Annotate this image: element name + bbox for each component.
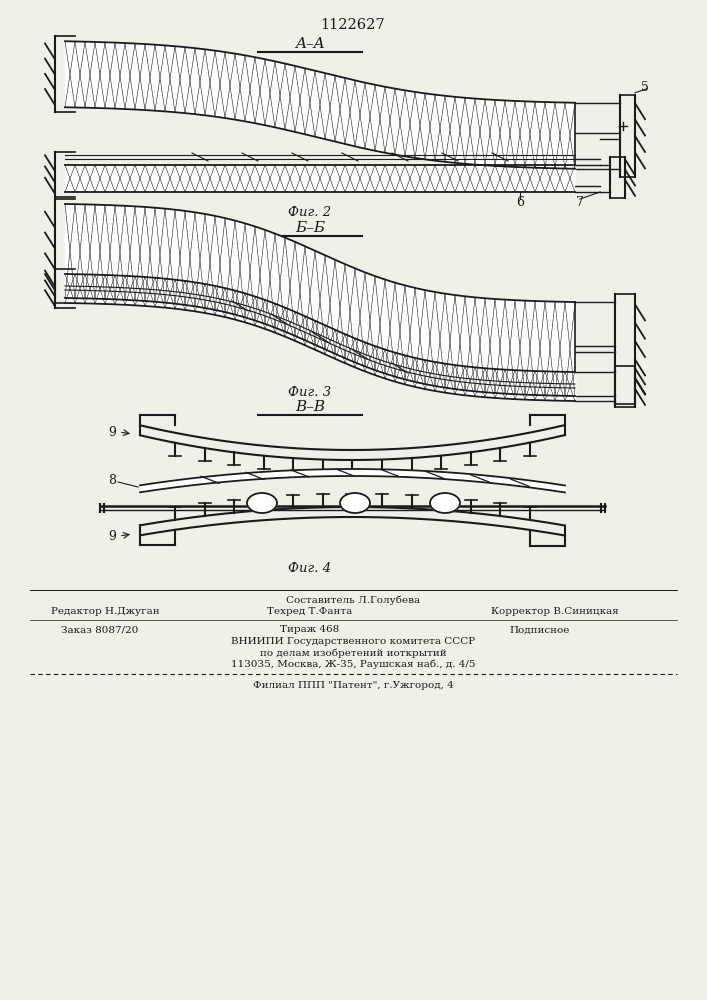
Text: 7: 7 — [576, 196, 584, 209]
Text: Филиал ППП "Патент", г.Ужгород, 4: Филиал ППП "Патент", г.Ужгород, 4 — [252, 682, 453, 690]
Text: Подписное: Подписное — [510, 626, 570, 635]
Text: A–A: A–A — [296, 37, 325, 51]
Text: ВНИИПИ Государственного комитета СССР: ВНИИПИ Государственного комитета СССР — [231, 638, 475, 647]
Text: Фиг. 4: Фиг. 4 — [288, 562, 332, 574]
Text: по делам изобретений иоткрытий: по делам изобретений иоткрытий — [259, 648, 446, 658]
Text: Корректор В.Синицкая: Корректор В.Синицкая — [491, 607, 619, 616]
Ellipse shape — [340, 493, 370, 513]
Text: 9: 9 — [108, 530, 116, 542]
Text: Тираж 468: Тираж 468 — [281, 626, 339, 635]
Text: Редактор Н.Джуган: Редактор Н.Джуган — [51, 607, 159, 616]
Text: 9: 9 — [108, 426, 116, 438]
Text: Фиг. 3: Фиг. 3 — [288, 385, 332, 398]
Text: 5: 5 — [641, 81, 649, 94]
Text: 1122627: 1122627 — [321, 18, 385, 32]
Ellipse shape — [430, 493, 460, 513]
Text: Техред Т.Фанта: Техред Т.Фанта — [267, 607, 353, 616]
Ellipse shape — [247, 493, 277, 513]
Text: В–В: В–В — [295, 400, 325, 414]
Text: 113035, Москва, Ж-35, Раушская наб., д. 4/5: 113035, Москва, Ж-35, Раушская наб., д. … — [230, 659, 475, 669]
Text: Фиг. 2: Фиг. 2 — [288, 206, 332, 219]
Text: Б–Б: Б–Б — [295, 221, 325, 235]
Text: Составитель Л.Голубева: Составитель Л.Голубева — [286, 595, 420, 605]
Text: 8: 8 — [108, 474, 116, 487]
Text: Заказ 8087/20: Заказ 8087/20 — [62, 626, 139, 635]
Text: 6: 6 — [516, 196, 524, 209]
